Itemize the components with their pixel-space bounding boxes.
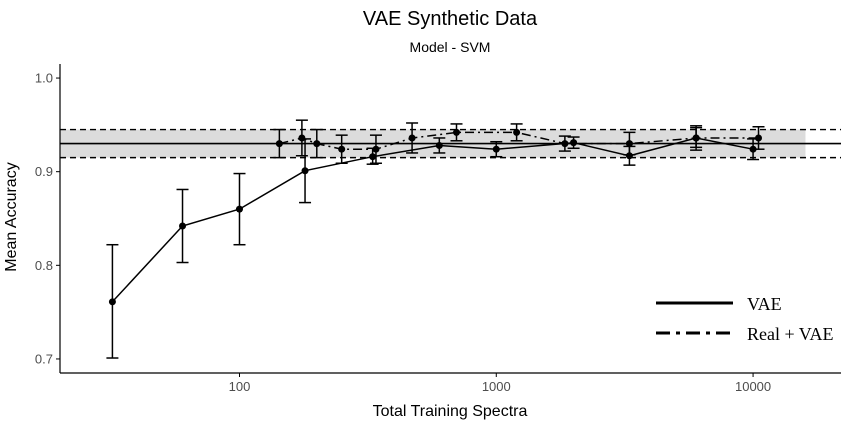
legend-label-vae: VAE [747,294,782,314]
y-tick-label: 0.9 [35,164,53,179]
plot-area: 0.7 0.8 0.9 1.0 100 1000 10000 [35,64,841,394]
series-line-vae [111,137,754,303]
x-tick-label: 1000 [482,379,511,394]
data-point-real-vae [561,140,569,148]
data-point-real-vae [372,145,380,153]
x-axis-label: Total Training Spectra [373,403,528,420]
data-point-real-vae [453,128,461,136]
data-point-vae [435,141,443,149]
x-tick-label: 100 [229,379,251,394]
legend-label-real-plus-vae: Real + VAE [747,324,833,344]
x-tick-label: 10000 [735,379,771,394]
y-tick-label: 0.8 [35,258,53,273]
data-point-real-vae [692,134,700,142]
data-point-real-vae [298,134,306,142]
data-point-vae [301,167,309,175]
data-point-vae [179,222,187,230]
chart-title: VAE Synthetic Data [363,8,538,30]
data-point-real-vae [625,140,633,148]
y-axis-label: Mean Accuracy [3,162,20,271]
data-point-real-vae [313,140,321,148]
chart-subtitle: Model - SVM [410,39,491,55]
data-point-real-vae [513,128,521,136]
data-point-real-vae [275,140,283,148]
legend: VAE Real + VAE [656,294,833,344]
data-point-vae [108,298,116,306]
data-point-real-vae [338,145,346,153]
data-point-real-vae [408,134,416,142]
data-point-vae [492,145,500,153]
series-line-real-vae [279,131,759,150]
data-point-vae [625,152,633,160]
data-point-vae [570,139,578,147]
data-point-real-vae [755,134,763,142]
y-tick-label: 1.0 [35,71,53,86]
y-tick-label: 0.7 [35,351,53,366]
data-point-vae [235,205,243,213]
data-point-vae [369,153,377,161]
